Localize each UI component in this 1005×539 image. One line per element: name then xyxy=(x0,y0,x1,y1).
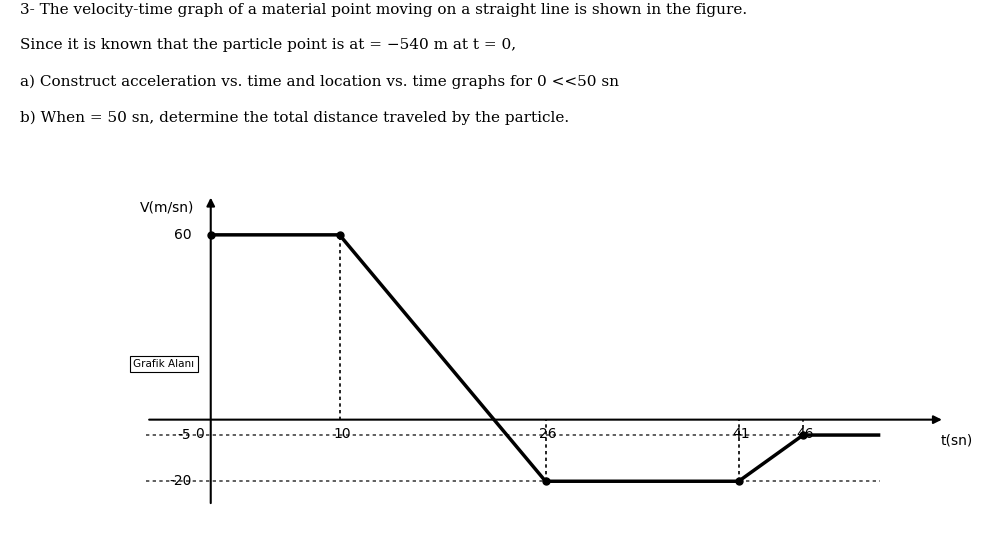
Text: 0: 0 xyxy=(195,427,204,441)
Text: -5: -5 xyxy=(178,428,191,442)
Text: 60: 60 xyxy=(174,228,191,242)
Text: 10: 10 xyxy=(333,427,351,441)
Text: b) When = 50 sn, determine the total distance traveled by the particle.: b) When = 50 sn, determine the total dis… xyxy=(20,110,569,125)
Text: 46: 46 xyxy=(797,427,814,441)
Text: Grafik Alanı: Grafik Alanı xyxy=(134,359,195,369)
Text: Since it is known that the particle point is at = −540 m at t = 0,: Since it is known that the particle poin… xyxy=(20,38,517,52)
Text: -20: -20 xyxy=(169,474,191,488)
Text: V(m/sn): V(m/sn) xyxy=(140,201,194,215)
Text: a) Construct acceleration vs. time and location vs. time graphs for 0 <<50 sn: a) Construct acceleration vs. time and l… xyxy=(20,74,619,89)
Text: 3- The velocity-time graph of a material point moving on a straight line is show: 3- The velocity-time graph of a material… xyxy=(20,3,748,17)
Text: 41: 41 xyxy=(733,427,750,441)
Text: 26: 26 xyxy=(539,427,557,441)
Text: t(sn): t(sn) xyxy=(941,433,973,447)
